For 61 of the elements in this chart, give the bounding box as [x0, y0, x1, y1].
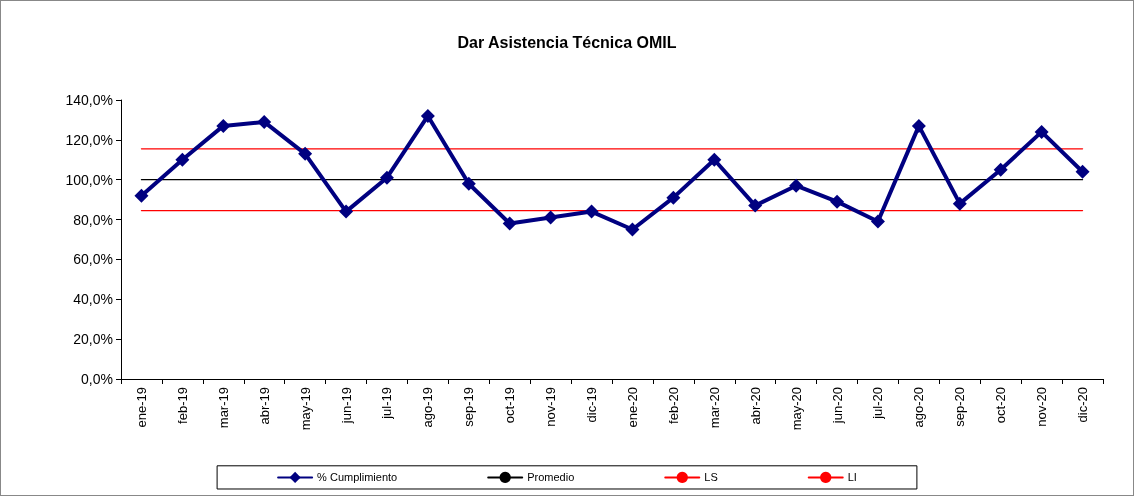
point [870, 214, 885, 229]
point [789, 178, 804, 193]
point [993, 162, 1008, 177]
y-tick-label: 140,0% [65, 92, 113, 108]
point [216, 118, 231, 133]
x-tick-label: ago-19 [420, 387, 436, 428]
legend-label: % Cumplimiento [317, 471, 398, 484]
legend-label: LS [704, 471, 718, 484]
x-tick-label: may-20 [788, 387, 804, 431]
point [420, 108, 435, 123]
x-tick-label: jun-20 [829, 387, 845, 425]
x-tick-label: abr-19 [256, 387, 272, 425]
point [339, 204, 354, 219]
point [1034, 124, 1049, 139]
legend-label: LI [847, 471, 857, 484]
point [830, 194, 845, 209]
x-tick-label: dic-19 [584, 387, 600, 423]
x-tick-label: sep-19 [461, 387, 477, 427]
point [543, 210, 558, 225]
chart-title: Dar Asistencia Técnica OMIL [457, 33, 677, 51]
y-tick-label: 80,0% [73, 211, 113, 228]
y-tick-label: 60,0% [73, 251, 113, 268]
x-tick-label: feb-20 [665, 387, 681, 424]
point [707, 152, 722, 167]
x-tick-label: oct-19 [502, 387, 518, 424]
point [1075, 164, 1090, 179]
point [748, 198, 763, 213]
point [666, 190, 681, 205]
x-tick-label: mar-19 [215, 387, 231, 429]
y-tick-label: 40,0% [73, 291, 113, 308]
point [502, 216, 517, 231]
x-tick-label: feb-19 [174, 387, 190, 424]
point [625, 222, 640, 237]
point [134, 188, 149, 203]
x-tick-label: mar-20 [706, 387, 722, 429]
x-tick-label: ene-20 [624, 387, 640, 428]
y-tick-label: 100,0% [65, 171, 113, 188]
point [911, 118, 926, 133]
x-tick-label: jul-20 [870, 387, 886, 420]
point [461, 176, 476, 191]
point [257, 114, 272, 129]
x-tick-label: sep-20 [952, 387, 968, 427]
legend-label: Promedio [527, 471, 575, 484]
y-tick-label: 120,0% [65, 131, 113, 148]
x-tick-label: jun-19 [338, 387, 354, 425]
x-tick-label: may-19 [297, 387, 313, 431]
x-tick-label: ago-20 [911, 387, 927, 428]
x-tick-label: nov-20 [1034, 387, 1050, 427]
point [175, 152, 190, 167]
point [952, 196, 967, 211]
y-tick-label: 20,0% [73, 331, 113, 348]
point [379, 170, 394, 185]
x-tick-label: ene-19 [133, 387, 149, 428]
y-tick-label: 0,0% [81, 371, 113, 387]
x-tick-label: jul-19 [379, 387, 395, 420]
point [584, 204, 599, 219]
x-tick-label: nov-19 [543, 387, 559, 427]
point [298, 146, 313, 161]
x-tick-label: oct-20 [993, 387, 1009, 424]
x-tick-label: abr-20 [747, 387, 763, 425]
x-tick-label: dic-20 [1075, 387, 1091, 423]
